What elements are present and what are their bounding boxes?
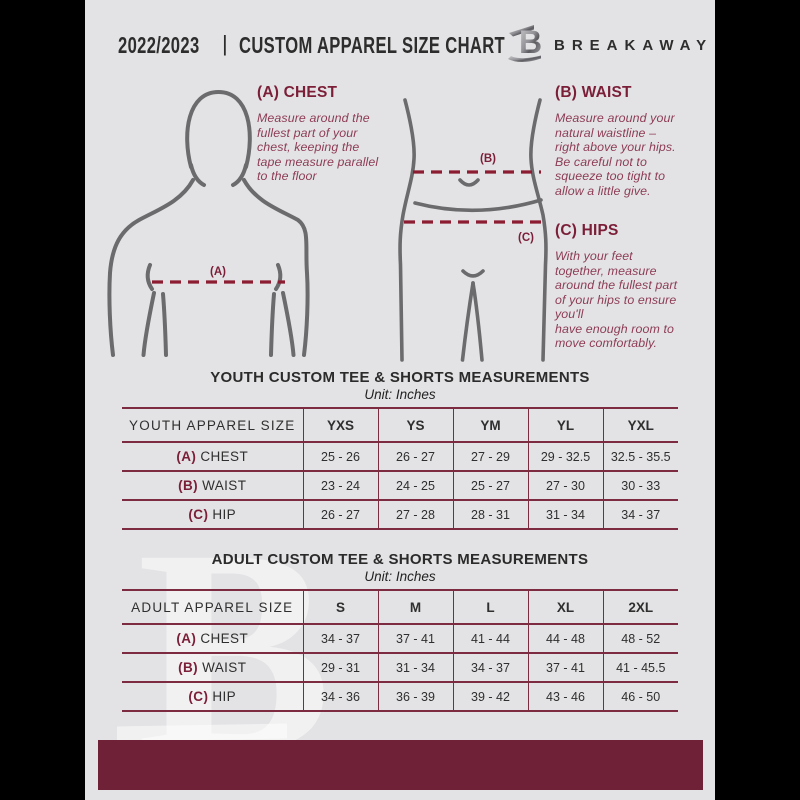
adult-table-title: ADULT CUSTOM TEE & SHORTS MEASUREMENTS xyxy=(211,551,589,568)
size-cell: 34 - 37 xyxy=(302,624,378,653)
hips-guide: (C) HIPS With your feet together, measur… xyxy=(555,222,715,351)
size-chart-page: B 2022/2023 | CUSTOM APPAREL SIZE CHART … xyxy=(85,0,715,800)
size-cell: 25 - 26 xyxy=(302,442,378,471)
size-cell: 29 - 32.5 xyxy=(527,442,603,471)
youth-table-title: YOUTH CUSTOM TEE & SHORTS MEASUREMENTS xyxy=(210,369,590,386)
waist-hip-measure-figure: (B) (C) xyxy=(398,98,548,362)
size-cell: 44 - 48 xyxy=(527,624,603,653)
size-cell: 41 - 45.5 xyxy=(602,653,678,682)
breakaway-logo-icon: B xyxy=(508,24,542,62)
watermark-logo-bar xyxy=(117,723,287,742)
column-header: M xyxy=(377,590,453,624)
size-cell: 43 - 46 xyxy=(527,682,603,711)
column-header: XL xyxy=(527,590,603,624)
size-cell: 25 - 27 xyxy=(452,471,528,500)
size-cell: 34 - 37 xyxy=(452,653,528,682)
chest-instructions: Measure around the fullest part of your … xyxy=(257,111,379,183)
column-header: S xyxy=(302,590,378,624)
size-cell: 37 - 41 xyxy=(377,624,453,653)
hips-heading: (C) HIPS xyxy=(555,222,619,239)
size-cell: 39 - 42 xyxy=(452,682,528,711)
adult-header-row: ADULT APPAREL SIZE S M L XL 2XL xyxy=(122,590,678,624)
size-cell: 28 - 31 xyxy=(452,500,528,529)
size-cell: 30 - 33 xyxy=(602,471,678,500)
marker-c-label: (C) xyxy=(518,232,534,244)
chest-measure-figure: (A) xyxy=(107,89,310,357)
column-header: L xyxy=(452,590,528,624)
header-year: 2022/2023 xyxy=(118,32,200,58)
size-cell: 41 - 44 xyxy=(452,624,528,653)
table-row: (A) CHEST 25 - 26 26 - 27 27 - 29 29 - 32… xyxy=(122,442,678,471)
size-cell: 23 - 24 xyxy=(302,471,378,500)
marker-b-label: (B) xyxy=(480,153,496,165)
waist-guide: (B) WAIST Measure around your natural wa… xyxy=(555,84,715,198)
size-cell: 24 - 25 xyxy=(377,471,453,500)
column-header: YXS xyxy=(302,408,378,442)
measure-label: (A) CHEST xyxy=(176,449,249,464)
youth-table-unit: Unit: Inches xyxy=(364,387,436,402)
footer-accent-bar xyxy=(98,740,703,790)
measure-label: (C) HIP xyxy=(188,507,237,522)
column-header: ADULT APPAREL SIZE xyxy=(131,599,294,615)
size-cell: 36 - 39 xyxy=(377,682,453,711)
table-row: (A) CHEST 34 - 37 37 - 41 41 - 44 44 - 48… xyxy=(122,624,678,653)
hips-instructions: With your feet together, measure around … xyxy=(555,249,678,350)
measure-label: (C) HIP xyxy=(188,689,237,704)
header-divider: | xyxy=(222,31,228,56)
size-cell: 27 - 30 xyxy=(527,471,603,500)
page-title: CUSTOM APPAREL SIZE CHART xyxy=(239,32,506,58)
adult-size-table: ADULT APPAREL SIZE S M L XL 2XL (A) CHEST… xyxy=(122,589,678,712)
marker-a-label: (A) xyxy=(210,266,226,278)
measure-label: (B) WAIST xyxy=(178,478,247,493)
size-cell: 48 - 52 xyxy=(602,624,678,653)
size-cell: 46 - 50 xyxy=(602,682,678,711)
size-cell: 31 - 34 xyxy=(527,500,603,529)
size-cell: 29 - 31 xyxy=(302,653,378,682)
size-cell: 27 - 28 xyxy=(377,500,453,529)
table-row: (C) HIP 34 - 36 36 - 39 39 - 42 43 - 46 4… xyxy=(122,682,678,711)
svg-text:B: B xyxy=(519,24,542,60)
chest-guide: (A) CHEST Measure around the fullest par… xyxy=(257,84,422,184)
column-header: YS xyxy=(377,408,453,442)
table-row: (C) HIP 26 - 27 27 - 28 28 - 31 31 - 34 3… xyxy=(122,500,678,529)
waist-instructions: Measure around your natural waistline – … xyxy=(555,111,676,198)
column-header: YL xyxy=(527,408,603,442)
size-cell: 32.5 - 35.5 xyxy=(602,442,678,471)
brand-name: BREAKAWAY xyxy=(554,37,714,54)
youth-size-table: YOUTH APPAREL SIZE YXS YS YM YL YXL (A) C… xyxy=(122,407,678,530)
waist-heading: (B) WAIST xyxy=(555,84,632,101)
size-cell: 34 - 37 xyxy=(602,500,678,529)
measure-label: (A) CHEST xyxy=(176,631,249,646)
table-row: (B) WAIST 23 - 24 24 - 25 25 - 27 27 - 30… xyxy=(122,471,678,500)
column-header: YOUTH APPAREL SIZE xyxy=(129,417,296,433)
chest-heading: (A) CHEST xyxy=(257,84,338,101)
measure-label: (B) WAIST xyxy=(178,660,247,675)
youth-header-row: YOUTH APPAREL SIZE YXS YS YM YL YXL xyxy=(122,408,678,442)
size-cell: 27 - 29 xyxy=(452,442,528,471)
column-header: YXL xyxy=(602,408,678,442)
size-cell: 34 - 36 xyxy=(302,682,378,711)
size-cell: 31 - 34 xyxy=(377,653,453,682)
table-row: (B) WAIST 29 - 31 31 - 34 34 - 37 37 - 41… xyxy=(122,653,678,682)
adult-table-unit: Unit: Inches xyxy=(364,569,436,584)
column-header: 2XL xyxy=(602,590,678,624)
size-cell: 37 - 41 xyxy=(527,653,603,682)
size-cell: 26 - 27 xyxy=(377,442,453,471)
size-cell: 26 - 27 xyxy=(302,500,378,529)
column-header: YM xyxy=(452,408,528,442)
